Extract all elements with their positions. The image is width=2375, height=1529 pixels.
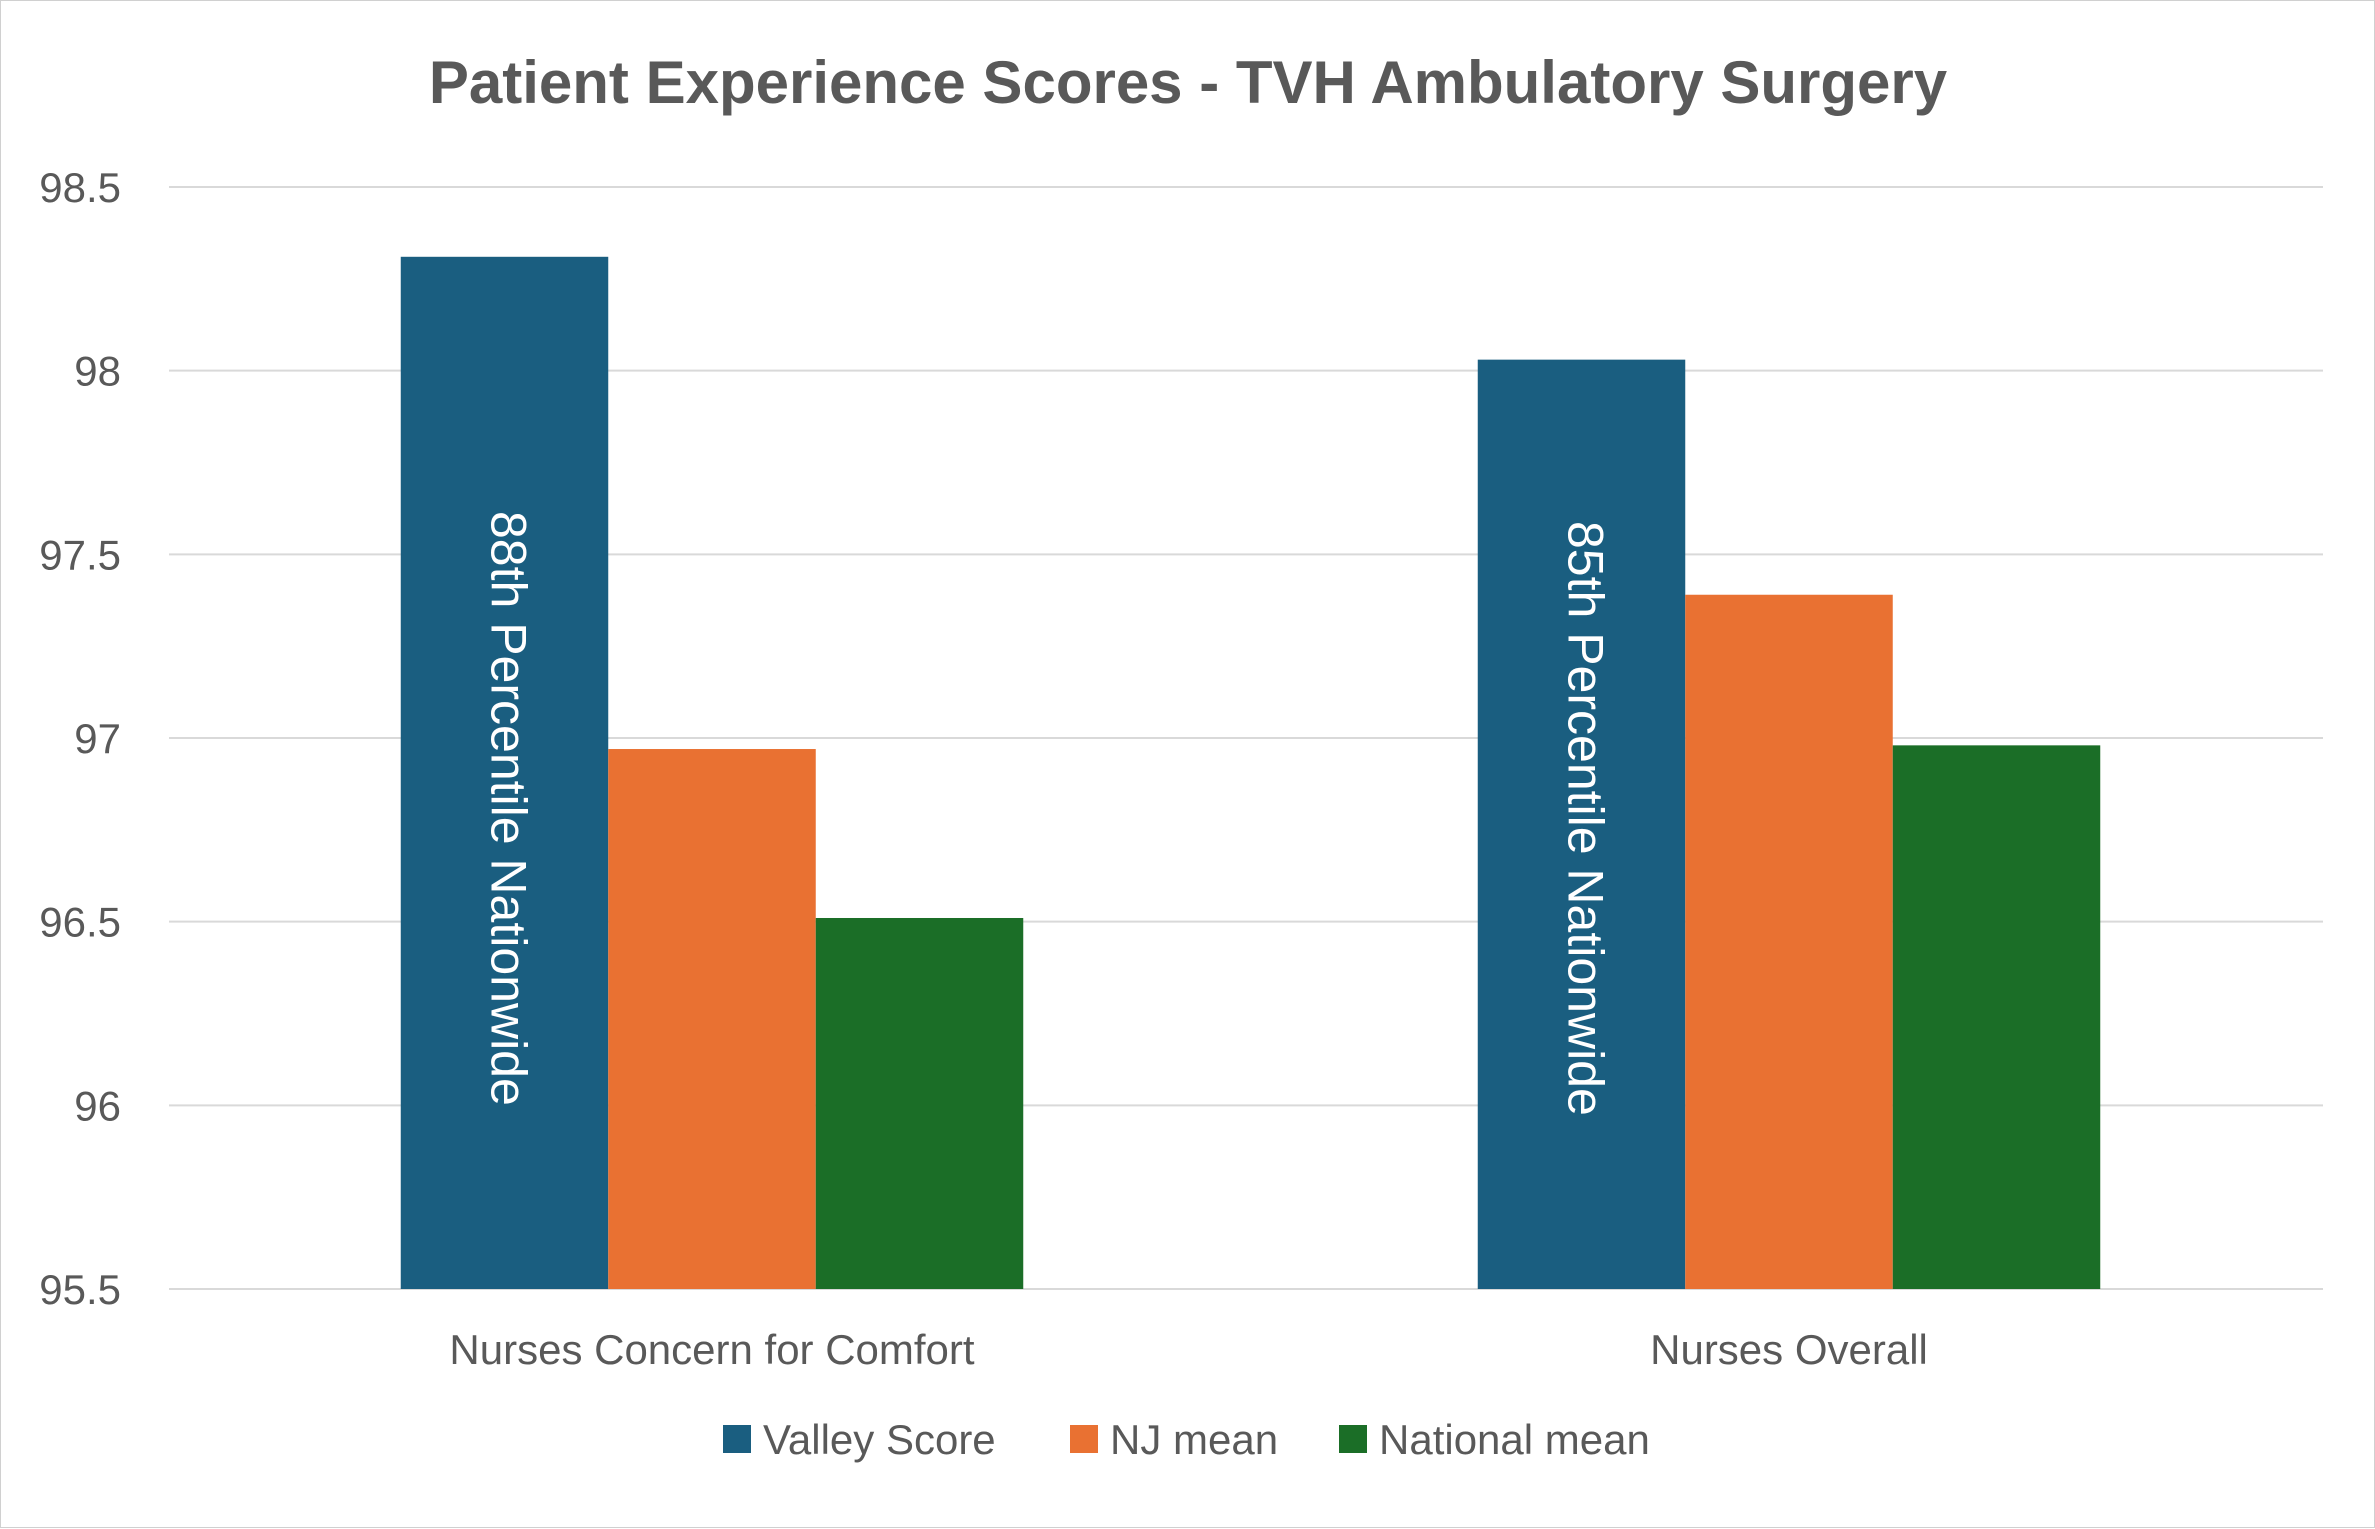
- bar-annotations: 88th Percentile Nationwide 85th Percentil…: [480, 511, 1613, 1116]
- y-tick-label: 98: [74, 348, 121, 395]
- bars: [400, 256, 2101, 1289]
- bar-nj-mean-0: [608, 749, 816, 1289]
- legend: Valley Score NJ mean National mean: [723, 1416, 1650, 1463]
- legend-item-nj-mean: NJ mean: [1070, 1416, 1278, 1463]
- legend-swatch: [1339, 1425, 1367, 1453]
- x-category-label: Nurses Overall: [1650, 1326, 1928, 1373]
- x-axis-categories: Nurses Concern for Comfort Nurses Overall: [449, 1326, 1927, 1373]
- x-category-label: Nurses Concern for Comfort: [449, 1326, 974, 1373]
- legend-label: NJ mean: [1110, 1416, 1278, 1463]
- y-tick-label: 98.5: [39, 164, 121, 211]
- bar-national-mean-0: [815, 917, 1024, 1289]
- y-axis-ticks: 98.5 98 97.5 97 96.5 96 95.5: [39, 164, 121, 1313]
- legend-swatch: [723, 1425, 751, 1453]
- bar-valley-score-1: [1477, 359, 1686, 1289]
- legend-item-national-mean: National mean: [1339, 1416, 1650, 1463]
- legend-label: Valley Score: [763, 1416, 996, 1463]
- y-tick-label: 96.5: [39, 899, 121, 946]
- legend-label: National mean: [1379, 1416, 1650, 1463]
- y-tick-label: 97: [74, 715, 121, 762]
- legend-item-valley-score: Valley Score: [723, 1416, 996, 1463]
- y-tick-label: 95.5: [39, 1266, 121, 1313]
- bar-annotation: 88th Percentile Nationwide: [480, 511, 536, 1106]
- bar-annotation: 85th Percentile Nationwide: [1557, 521, 1613, 1116]
- bar-nj-mean-1: [1685, 594, 1893, 1289]
- bar-valley-score-0: [400, 256, 609, 1289]
- y-tick-label: 96: [74, 1082, 121, 1129]
- legend-swatch: [1070, 1425, 1098, 1453]
- y-tick-label: 97.5: [39, 531, 121, 578]
- chart-title: Patient Experience Scores - TVH Ambulato…: [429, 49, 1948, 116]
- bar-national-mean-1: [1892, 745, 2101, 1289]
